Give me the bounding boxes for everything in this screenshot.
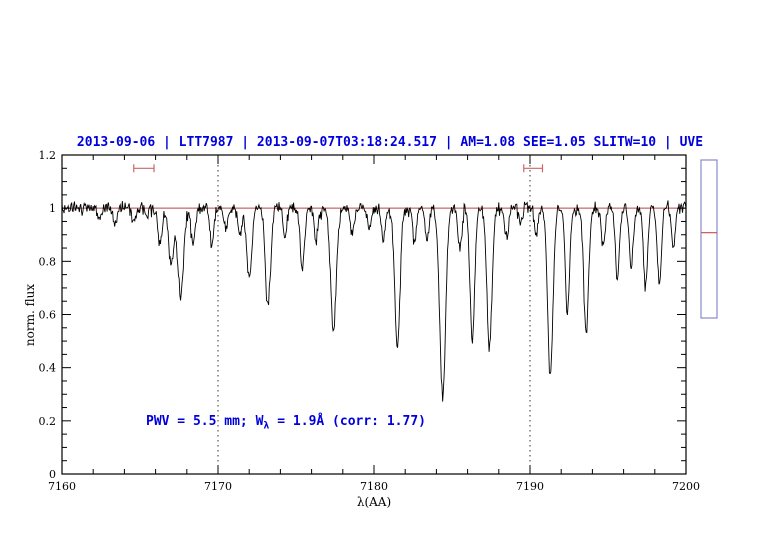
side-panel — [700, 159, 718, 319]
x-tick-label: 7190 — [516, 480, 544, 493]
plot-title: 2013-09-06 | LTT7987 | 2013-09-07T03:18:… — [76, 135, 704, 150]
y-tick-label: 1.2 — [39, 149, 57, 162]
x-tick-label: 7160 — [48, 480, 76, 493]
y-tick-label: 0.8 — [39, 255, 57, 268]
y-tick-label: 0.6 — [39, 309, 57, 322]
x-axis-label: λ(AA) — [356, 495, 392, 509]
y-tick-label: 0.2 — [39, 415, 57, 428]
y-tick-label: 0 — [49, 468, 56, 481]
y-tick-label: 0.4 — [39, 362, 57, 375]
pwv-annotation: PWV = 5.5 mm; Wλ = 1.9Å (corr: 1.77) — [146, 414, 426, 432]
spectrum-path — [61, 200, 687, 402]
x-tick-label: 7170 — [204, 480, 232, 493]
pwv-annotation-post: = 1.9Å (corr: 1.77) — [269, 414, 426, 429]
x-tick-label: 7200 — [672, 480, 700, 493]
pwv-annotation-sub: λ — [263, 420, 270, 432]
pwv-annotation-pre: PWV = 5.5 mm; W — [146, 414, 264, 429]
y-tick-label: 1 — [49, 202, 56, 215]
x-tick-label: 7180 — [360, 480, 388, 493]
